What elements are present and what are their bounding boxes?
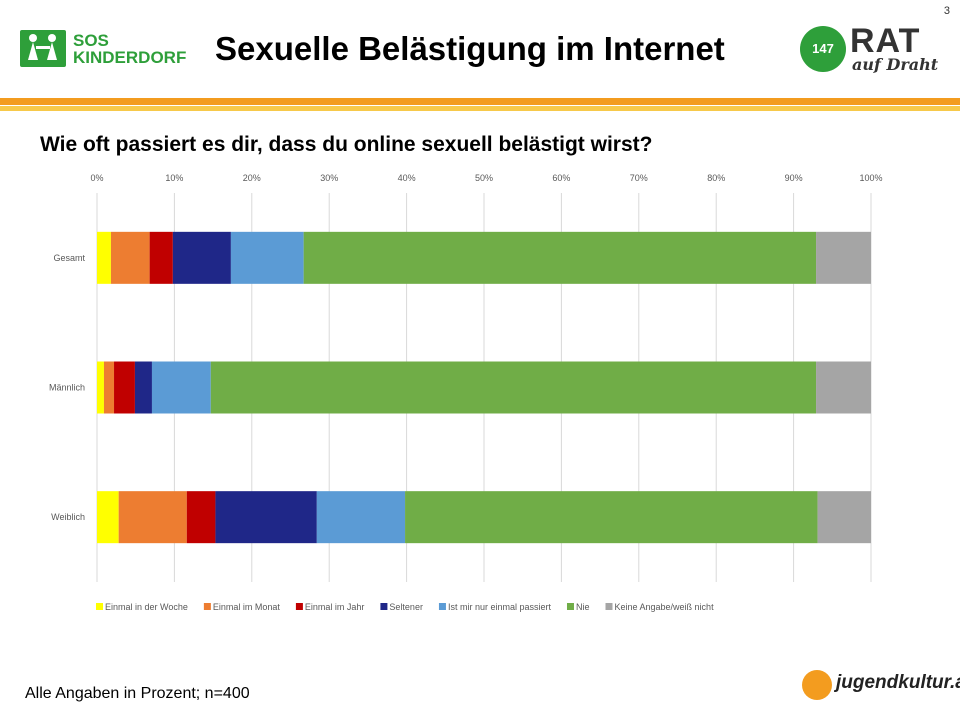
category-label: Gesamt [53,253,85,263]
bar-segment [134,361,152,414]
legend-label: Seltener [389,602,423,612]
legend-label: Keine Angabe/weiß nicht [615,602,715,612]
jugendkultur-wordmark: jugendkultur.at [836,672,960,693]
bar-segment [816,231,871,284]
sos-kinderdorf-logo: SOS KINDERDORF [20,30,205,70]
legend-label: Nie [576,602,590,612]
bar-segment [816,361,871,414]
x-tick-label: 10% [165,173,183,183]
x-axis-ticks: 0% 10% 20% 30% 40% 50% 60% 70% 80% 90% 100% [90,173,882,183]
page-number: 3 [943,5,950,17]
stacked-bar-chart: 0% 10% 20% 30% 40% 50% 60% 70% 80% 90% 100% Gesamt… [49,173,883,612]
bars [97,231,871,544]
bar-segment [97,491,119,544]
legend: Einmal in der Woche Einmal im Monat Einmal… [96,602,714,612]
bar-segment [97,361,104,414]
legend-item: Einmal in der Woche [96,602,188,612]
survey-question: Wie oft passiert es dir, dass du online … [40,133,653,156]
x-tick-label: 30% [320,173,338,183]
category-label: Weiblich [51,512,85,522]
bar-segment [215,491,317,544]
sos-line1: SOS [73,31,109,50]
x-tick-label: 90% [785,173,803,183]
x-tick-label: 70% [630,173,648,183]
rat-auf-draht-logo: 147 RAT auf Draht [800,22,940,76]
rat-tagline: auf Draht [852,55,939,74]
bar-segment [151,361,211,414]
rat-wordmark: RAT [850,22,921,60]
rat-number-badge: 147 [800,26,846,72]
jugendkultur-icon [802,670,832,700]
bar-segment [97,231,111,284]
bar-segment [210,361,817,414]
bar-segment [114,361,135,414]
jugendkultur-logo: jugendkultur.at [800,666,960,704]
category-label: Männlich [49,383,85,393]
x-tick-label: 100% [859,173,882,183]
x-tick-label: 60% [552,173,570,183]
x-tick-label: 20% [243,173,261,183]
legend-item: Seltener [380,602,423,612]
legend-item: Ist mir nur einmal passiert [438,602,552,612]
legend-swatch [438,603,446,610]
header-stripe-yellow [0,106,960,111]
legend-swatch [295,603,303,610]
bar-segment [230,231,304,284]
legend-swatch [566,603,574,610]
bar-segment [405,491,818,544]
bar-segment [303,231,817,284]
header-stripe-orange [0,98,960,105]
legend-swatch [96,603,103,610]
x-tick-label: 50% [475,173,493,183]
bar-segment [186,491,216,544]
legend-swatch [380,603,388,610]
legend-label: Ist mir nur einmal passiert [448,602,552,612]
legend-label: Einmal im Monat [213,602,281,612]
bar-segment [110,231,150,284]
sos-line2: KINDERDORF [73,48,187,67]
bar-segment [172,231,231,284]
bar-segment [118,491,187,544]
x-tick-label: 0% [90,173,103,183]
legend-item: Einmal im Jahr [295,602,365,612]
legend-item: Keine Angabe/weiß nicht [605,602,715,612]
category-labels: Gesamt Männlich Weiblich [49,253,86,522]
bar-segment [817,491,871,544]
bar-segment [103,361,115,414]
bar-segment [316,491,406,544]
legend-label: Einmal in der Woche [105,602,188,612]
sos-children-icon [20,30,66,67]
legend-swatch [203,603,211,610]
legend-label: Einmal im Jahr [305,602,365,612]
legend-swatch [605,603,613,610]
x-tick-label: 80% [707,173,725,183]
legend-item: Einmal im Monat [203,602,281,612]
x-tick-label: 40% [398,173,416,183]
page-title: Sexuelle Belästigung im Internet [215,30,725,67]
legend-item: Nie [566,602,590,612]
footnote: Alle Angaben in Prozent; n=400 [25,685,250,702]
bar-segment [149,231,173,284]
